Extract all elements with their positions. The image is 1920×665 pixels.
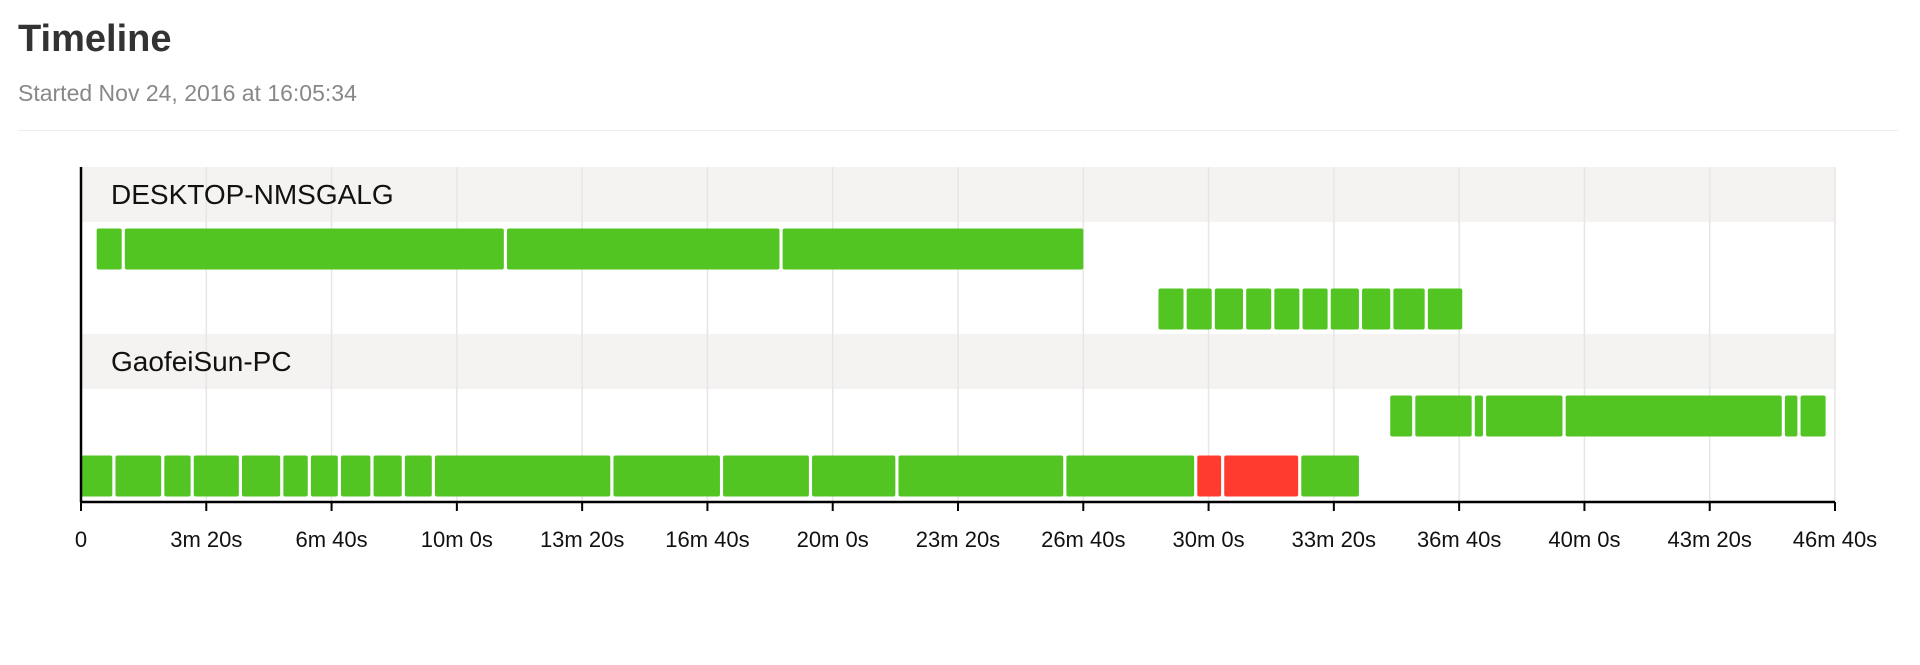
task-bar-success[interactable] <box>124 228 504 270</box>
x-tick-label: 26m 40s <box>1041 527 1125 552</box>
task-bar-success[interactable] <box>1158 288 1184 330</box>
task-bar-success[interactable] <box>1415 395 1472 437</box>
task-bar-success[interactable] <box>812 455 896 497</box>
task-bar-success[interactable] <box>1427 288 1463 330</box>
task-bar-success[interactable] <box>434 455 611 497</box>
task-bar-success[interactable] <box>1784 395 1798 437</box>
x-tick-label: 10m 0s <box>421 527 493 552</box>
task-bar-success[interactable] <box>340 455 371 497</box>
task-bar-success[interactable] <box>96 228 122 270</box>
x-tick-label: 30m 0s <box>1172 527 1244 552</box>
task-bar-success[interactable] <box>1246 288 1272 330</box>
x-tick-label: 13m 20s <box>540 527 624 552</box>
host-label: DESKTOP-NMSGALG <box>111 179 394 210</box>
task-bar-success[interactable] <box>1362 288 1391 330</box>
started-timestamp: Started Nov 24, 2016 at 16:05:34 <box>18 80 357 106</box>
x-tick-label: 6m 40s <box>295 527 367 552</box>
task-bar-success[interactable] <box>373 455 402 497</box>
task-bar-success[interactable] <box>1302 288 1328 330</box>
task-bar-success[interactable] <box>613 455 720 497</box>
task-bar-success[interactable] <box>1066 455 1195 497</box>
task-bar-success[interactable] <box>1214 288 1244 330</box>
task-bar-success[interactable] <box>310 455 338 497</box>
page-title: Timeline <box>18 18 172 60</box>
task-bar-success[interactable] <box>898 455 1064 497</box>
x-tick-label: 0 <box>75 527 87 552</box>
task-bar-failure[interactable] <box>1224 455 1299 497</box>
x-tick-label: 33m 20s <box>1292 527 1376 552</box>
task-bar-success[interactable] <box>1390 395 1413 437</box>
x-tick-label: 43m 20s <box>1668 527 1752 552</box>
task-bar-success[interactable] <box>1330 288 1359 330</box>
task-bar-success[interactable] <box>1393 288 1425 330</box>
task-bar-success[interactable] <box>81 455 113 497</box>
x-tick-label: 40m 0s <box>1548 527 1620 552</box>
x-tick-label: 16m 40s <box>665 527 749 552</box>
task-bar-success[interactable] <box>1565 395 1782 437</box>
x-tick-label: 46m 40s <box>1793 527 1877 552</box>
x-tick-label: 3m 20s <box>170 527 242 552</box>
x-tick-label: 20m 0s <box>797 527 869 552</box>
task-bar-success[interactable] <box>723 455 809 497</box>
task-bar-success[interactable] <box>1186 288 1212 330</box>
task-bar-success[interactable] <box>164 455 191 497</box>
task-bar-success[interactable] <box>115 455 162 497</box>
x-tick-label: 36m 40s <box>1417 527 1501 552</box>
task-bar-success[interactable] <box>1486 395 1563 437</box>
task-bar-success[interactable] <box>193 455 239 497</box>
x-tick-label: 23m 20s <box>916 527 1000 552</box>
task-bar-success[interactable] <box>506 228 780 270</box>
task-bar-success[interactable] <box>782 228 1084 270</box>
task-bar-failure[interactable] <box>1197 455 1222 497</box>
task-bar-success[interactable] <box>241 455 281 497</box>
task-bar-success[interactable] <box>1301 455 1359 497</box>
task-bar-success[interactable] <box>1800 395 1826 437</box>
host-label: GaofeiSun-PC <box>111 346 292 377</box>
header-divider <box>18 130 1898 131</box>
task-bar-success[interactable] <box>1274 288 1300 330</box>
task-bar-success[interactable] <box>404 455 432 497</box>
task-bar-success[interactable] <box>1474 395 1483 437</box>
task-bar-success[interactable] <box>283 455 308 497</box>
